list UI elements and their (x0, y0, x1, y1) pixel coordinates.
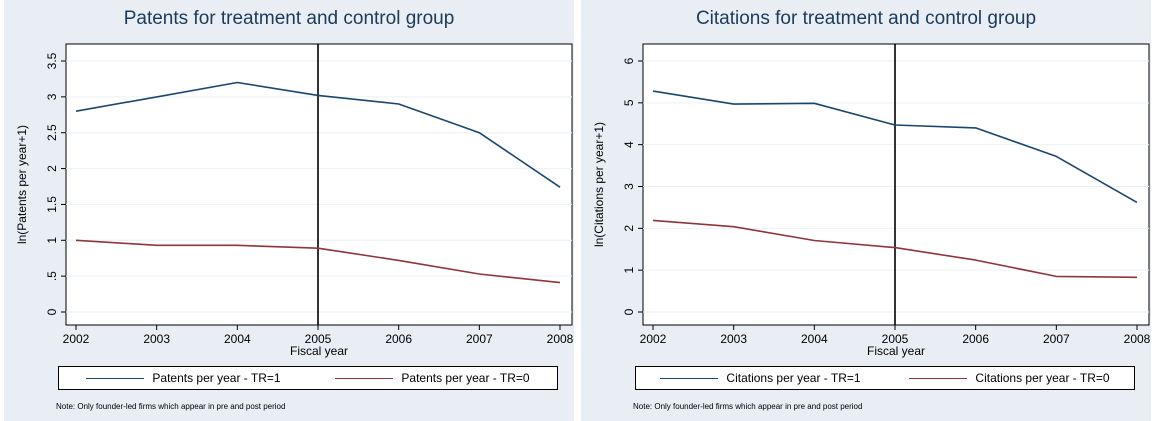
chart-title: Citations for treatment and control grou… (695, 8, 1037, 29)
y-tick-label: 1 (622, 267, 636, 274)
y-axis-label: ln(Patents per year+1) (15, 125, 29, 244)
x-tick-label: 2008 (547, 332, 574, 346)
legend-swatch-control (909, 377, 968, 379)
chart-legend: Citations per year - TR=1 Citations per … (635, 366, 1135, 390)
plot-area (642, 43, 1150, 326)
y-tick-label: 3 (45, 93, 59, 100)
x-tick-label: 2005 (305, 332, 332, 346)
y-tick-label: 2 (45, 165, 59, 172)
y-tick-label: 6 (622, 57, 636, 64)
legend-item-treatment: Citations per year - TR=1 (636, 371, 885, 385)
legend-item-control: Citations per year - TR=0 (885, 371, 1134, 385)
series-line-treatment (75, 81, 561, 188)
series-line-control (75, 239, 561, 284)
series-line-control (652, 219, 1138, 279)
x-tick-label: 2004 (801, 332, 828, 346)
legend-item-control: Patents per year - TR=0 (308, 371, 557, 385)
y-tick-label: 0 (45, 308, 59, 315)
legend-label-treatment: Patents per year - TR=1 (152, 371, 281, 385)
legend-label-treatment: Citations per year - TR=1 (726, 371, 861, 385)
chart-title: Patents for treatment and control group (123, 8, 455, 29)
y-tick-label: 3 (622, 183, 636, 190)
x-tick-label: 2008 (1124, 332, 1151, 346)
x-tick-label: 2004 (224, 332, 251, 346)
chart-note: Note: Only founder-led firms which appea… (633, 402, 863, 411)
series-line-treatment (652, 90, 1138, 204)
legend-label-control: Patents per year - TR=0 (401, 371, 530, 385)
x-tick-label: 2002 (63, 332, 90, 346)
y-axis-label: ln(Citations per year+1) (592, 122, 606, 247)
citations-chart-plot: 0 1 2 3 4 5 6 2002 2003 2004 2005 2006 2007 2008 Fisca… (592, 43, 1151, 358)
y-tick-label: .5 (45, 271, 59, 281)
x-tick-label: 2006 (962, 332, 989, 346)
legend-item-treatment: Patents per year - TR=1 (59, 371, 308, 385)
citations-chart-panel: Citations for treatment and control grou… (581, 0, 1151, 421)
y-tick-label: 4 (622, 141, 636, 148)
legend-swatch-control (335, 377, 394, 379)
chart-legend: Patents per year - TR=1 Patents per year… (58, 366, 558, 390)
x-tick-label: 2007 (466, 332, 493, 346)
y-tick-label: 1 (45, 237, 59, 244)
x-tick-label: 2003 (720, 332, 747, 346)
patents-chart-plot: 0 .5 1 1.5 2 2.5 3 3.5 2002 2003 2004 2005 2006 2007 2… (15, 43, 574, 358)
patents-chart-panel: Patents for treatment and control group … (4, 0, 574, 421)
plot-area (65, 43, 573, 326)
x-tick-label: 2007 (1043, 332, 1070, 346)
y-tick-label: 5 (622, 99, 636, 106)
chart-note: Note: Only founder-led firms which appea… (56, 402, 286, 411)
y-tick-label: 1.5 (45, 196, 59, 213)
legend-swatch-treatment (86, 377, 145, 379)
x-tick-label: 2002 (640, 332, 667, 346)
y-tick-label: 3.5 (45, 52, 59, 69)
y-tick-label: 0 (622, 308, 636, 315)
x-tick-label: 2005 (882, 332, 909, 346)
y-tick-label: 2.5 (45, 124, 59, 141)
x-tick-label: 2003 (143, 332, 170, 346)
legend-label-control: Citations per year - TR=0 (975, 371, 1110, 385)
x-axis-label: Fiscal year (290, 344, 348, 358)
x-tick-label: 2006 (385, 332, 412, 346)
legend-swatch-treatment (660, 377, 719, 379)
y-tick-label: 2 (622, 225, 636, 232)
x-axis-label: Fiscal year (867, 344, 925, 358)
